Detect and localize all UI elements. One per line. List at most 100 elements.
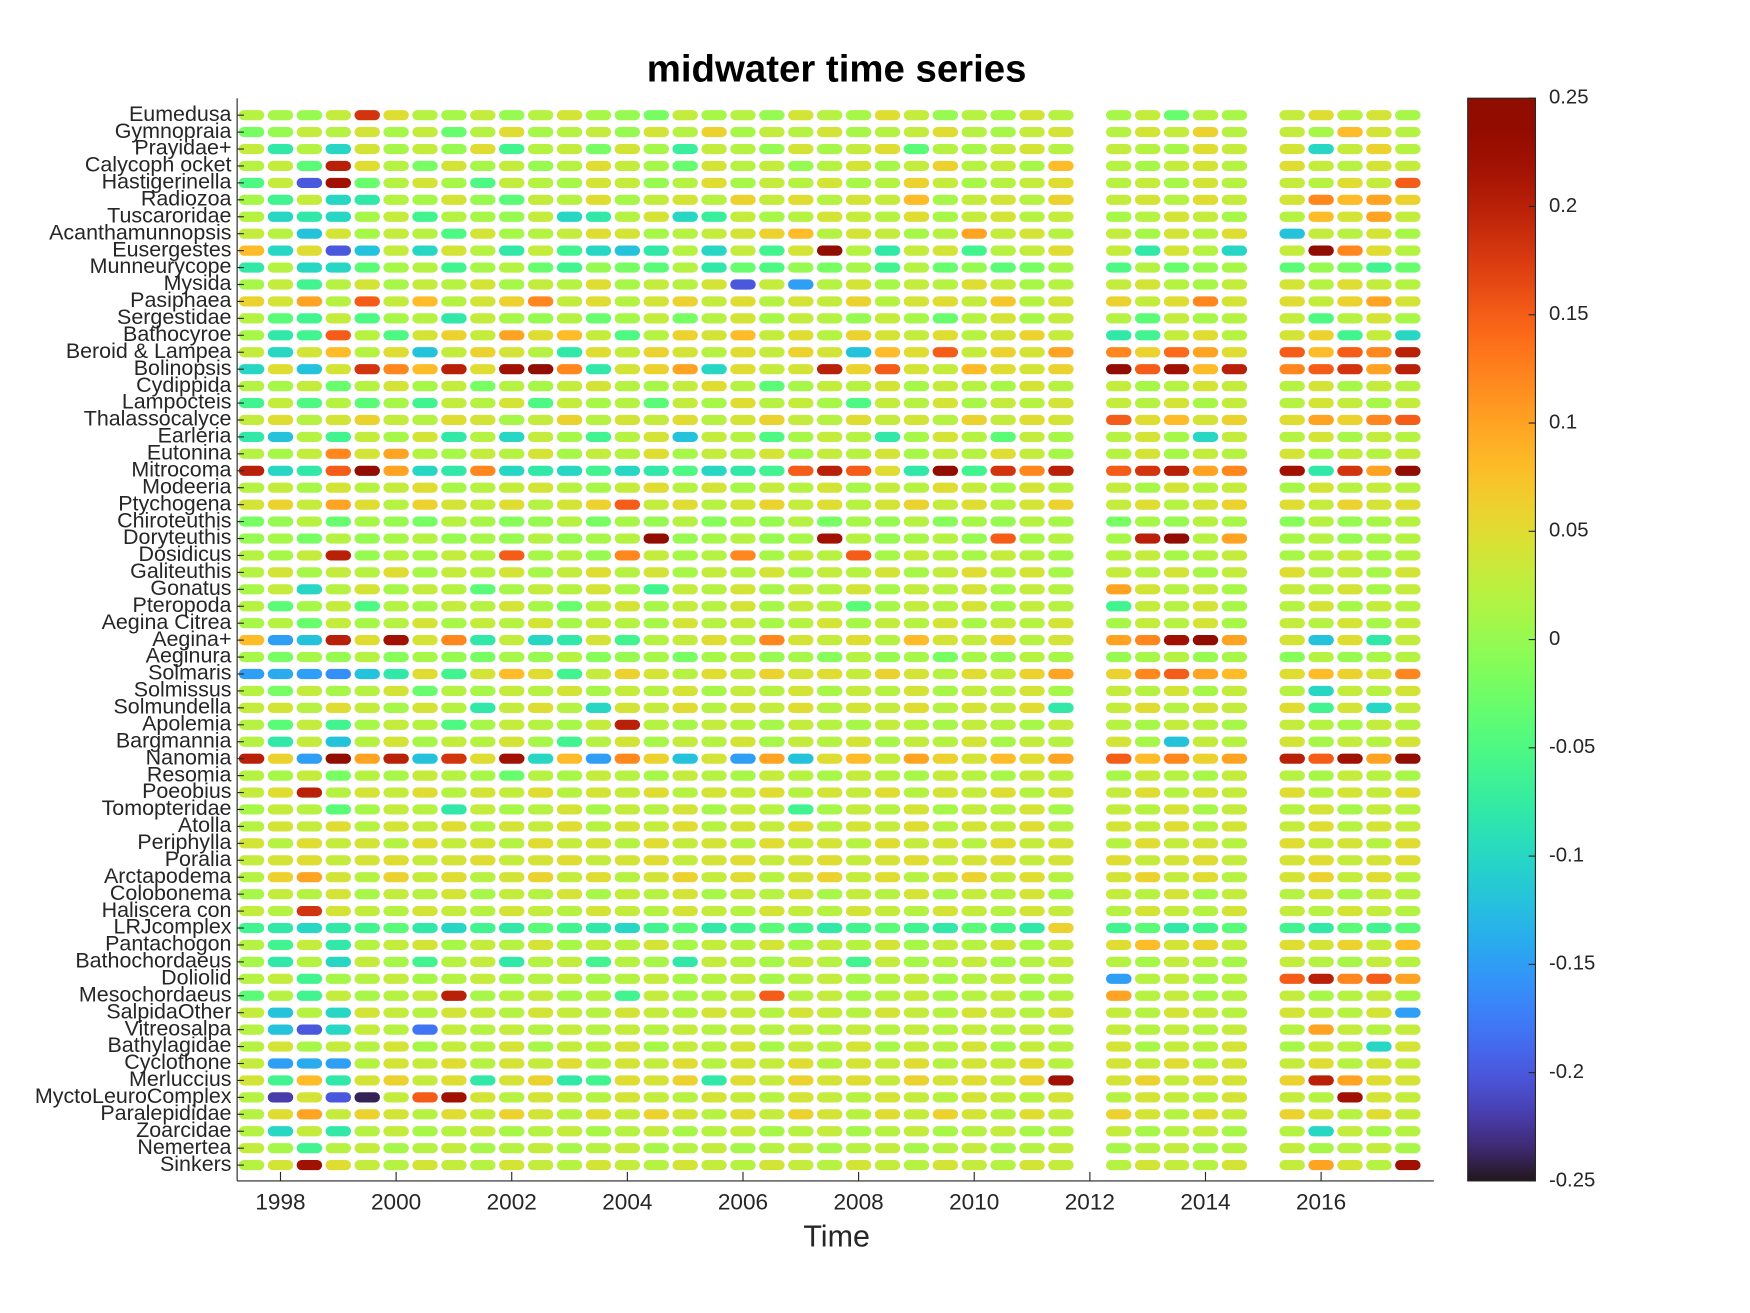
data-point [441, 1160, 467, 1171]
data-point [643, 1109, 670, 1120]
data-point [1163, 347, 1190, 358]
data-point [412, 889, 438, 900]
data-point [1308, 584, 1334, 595]
data-point [1106, 804, 1132, 815]
data-point [1134, 143, 1161, 155]
data-point [1106, 1092, 1132, 1103]
data-point [267, 787, 294, 798]
data-point [903, 939, 930, 951]
data-point [267, 1024, 294, 1035]
y-tick-label: Bathocyroe [123, 322, 231, 346]
data-point [816, 364, 843, 375]
data-point [759, 1041, 785, 1052]
data-point [730, 990, 756, 1001]
data-point [1048, 618, 1074, 629]
data-point [296, 1041, 323, 1052]
data-point [903, 110, 930, 121]
data-point [1048, 990, 1074, 1001]
data-point [874, 719, 901, 730]
data-point [932, 313, 959, 324]
data-point [845, 347, 872, 358]
data-point [1019, 211, 1045, 222]
data-point [672, 838, 698, 849]
data-point [1279, 973, 1305, 984]
data-point [441, 584, 467, 595]
data-point [383, 550, 409, 561]
data-point [1019, 618, 1045, 629]
data-point [845, 211, 872, 222]
data-point [267, 1007, 294, 1018]
data-point [1106, 533, 1132, 544]
data-point [759, 939, 785, 951]
data-point [990, 330, 1016, 341]
data-point [730, 143, 756, 155]
data-point [672, 973, 698, 984]
data-point [1395, 160, 1421, 172]
data-point [527, 719, 554, 730]
data-point [730, 618, 756, 629]
data-point [1337, 262, 1363, 273]
data-point [1279, 313, 1305, 324]
data-point [788, 550, 814, 561]
y-tick-label: Modeeria [142, 474, 231, 498]
data-point [701, 736, 727, 747]
data-point [1308, 313, 1334, 324]
data-point [325, 194, 352, 205]
data-point [961, 668, 987, 680]
data-point [816, 110, 843, 121]
data-point [1019, 550, 1045, 561]
data-point [1337, 702, 1363, 713]
y-tick-label: Chiroteuthis [117, 508, 231, 532]
data-point [1106, 1007, 1132, 1018]
data-point [556, 160, 583, 172]
data-point [643, 1041, 670, 1052]
data-point [1106, 651, 1132, 663]
data-point [1048, 127, 1074, 138]
data-point [759, 973, 785, 984]
data-point [1134, 279, 1161, 290]
data-point [932, 330, 959, 341]
data-point [1221, 550, 1248, 561]
data-point [1308, 804, 1334, 815]
data-point [383, 262, 409, 273]
x-tick-label: 2008 [834, 1189, 884, 1214]
data-point [527, 228, 554, 239]
data-point [932, 110, 959, 121]
data-point [354, 347, 380, 358]
data-point [470, 939, 496, 951]
data-point [672, 685, 698, 697]
data-point [498, 1109, 525, 1120]
data-point [354, 787, 380, 798]
data-point [759, 397, 785, 409]
data-point [961, 618, 987, 629]
data-point [383, 177, 409, 188]
data-point [1279, 330, 1305, 341]
data-point [643, 160, 670, 172]
data-point [412, 685, 438, 697]
data-point [498, 821, 525, 832]
data-point [903, 855, 930, 866]
data-point [1048, 1041, 1074, 1052]
data-point [470, 448, 496, 459]
data-point [759, 1143, 785, 1154]
data-point [556, 177, 583, 188]
data-point [1366, 1143, 1392, 1154]
data-point [759, 364, 785, 375]
data-point [238, 279, 265, 290]
data-point [759, 1058, 785, 1069]
data-point [932, 397, 959, 409]
data-point [990, 143, 1016, 155]
data-point [267, 702, 294, 713]
data-point [759, 753, 785, 764]
data-point [1163, 702, 1190, 713]
data-point [1395, 550, 1421, 561]
data-point [1279, 1109, 1305, 1120]
data-point [325, 668, 352, 680]
data-point [701, 228, 727, 239]
y-tick-label: MyctoLeuroComplex [35, 1084, 232, 1108]
data-point [643, 567, 670, 578]
data-point [1134, 194, 1161, 205]
data-point [267, 110, 294, 121]
data-point [614, 381, 641, 392]
data-point [383, 939, 409, 951]
